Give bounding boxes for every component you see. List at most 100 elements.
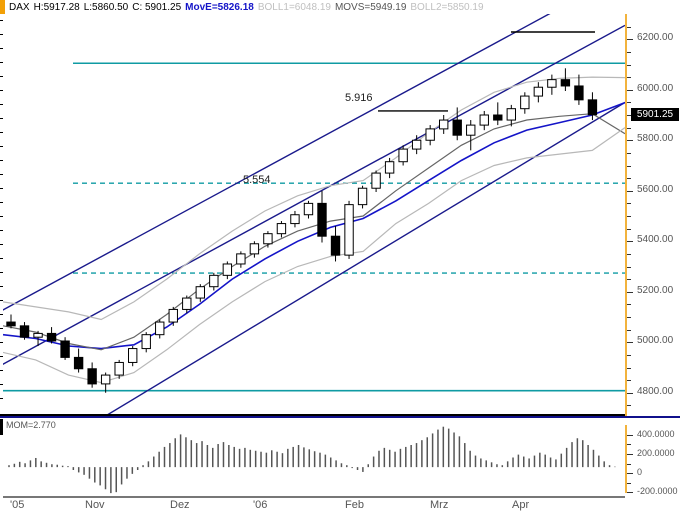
- indicator-line-boll1: [3, 76, 625, 321]
- price-axis-tick: [627, 165, 631, 167]
- price-left-tick: [0, 188, 3, 189]
- price-axis-frame: [625, 14, 627, 418]
- momentum-axis-tick: [627, 482, 631, 484]
- price-axis-label: 6200.00: [637, 32, 674, 44]
- candle-body: [141, 334, 151, 350]
- candle-body: [6, 321, 16, 327]
- price-left-tick: [0, 314, 3, 315]
- candle-body: [330, 235, 341, 256]
- momentum-axis-tick: [627, 434, 631, 436]
- price-axis-tick: [627, 102, 631, 104]
- price-pane: 5.916 5.554 6200.00 6000.00 5800.00 5600.00 5…: [0, 14, 680, 418]
- pane-left-gutter: [0, 419, 3, 496]
- price-pane-bottom-frame: [0, 416, 680, 418]
- candle-body: [520, 95, 530, 110]
- price-left-tick: [0, 48, 3, 49]
- price-left-tick: [0, 62, 3, 63]
- price-annotation: 5.554: [243, 174, 271, 186]
- momentum-accent-bar: [0, 419, 3, 435]
- low-label: L:5860.50: [83, 1, 129, 13]
- high-label: H:5917.28: [33, 1, 80, 13]
- price-left-tick: [0, 132, 3, 133]
- price-axis-tick: [627, 190, 633, 192]
- price-left-tick: [0, 216, 3, 217]
- momentum-axis-label: -200.0000: [637, 486, 678, 497]
- candle-body: [290, 214, 300, 225]
- candle-body: [128, 348, 138, 363]
- price-axis-tick: [627, 228, 631, 230]
- candle-body: [236, 253, 246, 265]
- candle-body: [466, 124, 476, 136]
- trend-channel-line: [3, 14, 551, 311]
- candle-body: [398, 148, 408, 163]
- candle-body: [357, 187, 368, 206]
- candle-body: [344, 204, 354, 256]
- time-axis-label: Nov: [85, 499, 105, 511]
- price-axis-tick: [627, 64, 631, 66]
- price-left-tick: [0, 20, 3, 21]
- quote-header: DAX H:5917.28 L:5860.50 C: 5901.25 MovE=…: [0, 0, 680, 14]
- price-axis-tick: [627, 405, 631, 407]
- candle-body: [479, 114, 489, 126]
- price-axis-label: 5200.00: [637, 284, 674, 296]
- price-axis-label: 5800.00: [637, 133, 674, 145]
- candle-body: [155, 321, 165, 336]
- candle-body: [384, 161, 395, 174]
- price-axis-tick: [627, 140, 633, 142]
- momentum-axis-tick: [627, 473, 631, 475]
- candle-body: [182, 297, 192, 310]
- price-left-tick: [0, 104, 3, 105]
- indicator-line-move: [3, 113, 625, 351]
- price-axis-tick: [627, 39, 633, 41]
- candle-body: [19, 325, 30, 338]
- candle-body: [46, 332, 57, 342]
- candle-body: [587, 99, 598, 116]
- indicator-line-boll2: [3, 127, 625, 384]
- header-accent-bar: [0, 0, 5, 14]
- candle-body: [547, 79, 557, 88]
- momentum-plot-area[interactable]: [3, 419, 625, 496]
- candle-body: [452, 119, 462, 136]
- price-axis[interactable]: 6200.00 6000.00 5800.00 5600.00 5400.00 5200.…: [625, 14, 680, 418]
- price-left-tick: [0, 202, 3, 203]
- price-axis-tick: [627, 127, 631, 129]
- momentum-axis-label: 200.0000: [637, 447, 675, 458]
- candle-body: [87, 368, 97, 385]
- price-left-tick: [0, 300, 3, 301]
- price-axis-tick: [627, 291, 633, 293]
- candle-body: [574, 85, 584, 101]
- price-axis-tick: [627, 317, 631, 318]
- price-left-tick: [0, 76, 3, 77]
- momentum-axis-label: 0: [637, 467, 643, 478]
- price-plot-area[interactable]: 5.916 5.554: [3, 14, 625, 418]
- price-left-tick: [0, 174, 3, 175]
- price-axis-tick: [627, 241, 633, 243]
- price-left-tick: [0, 34, 3, 35]
- price-annotation: 5.916: [345, 92, 373, 104]
- price-left-tick: [0, 230, 3, 231]
- price-axis-tick: [627, 178, 631, 180]
- candle-body: [506, 108, 516, 121]
- candle-body: [263, 233, 273, 245]
- time-axis-rule: [3, 496, 625, 498]
- price-axis-label: 5000.00: [637, 335, 674, 347]
- movs-label: MOVS=5949.19: [334, 1, 407, 13]
- price-left-tick: [0, 118, 3, 119]
- price-axis-label: 5600.00: [637, 183, 674, 195]
- price-axis-tick: [627, 304, 631, 306]
- candle-body: [168, 308, 178, 323]
- price-left-tick: [0, 286, 3, 287]
- price-left-tick: [0, 398, 3, 399]
- price-left-tick: [0, 272, 3, 273]
- price-axis-tick: [627, 77, 631, 79]
- time-axis: '05 Nov Dez '06 Feb Mrz Apr: [0, 496, 680, 516]
- price-axis-label: 5400.00: [637, 234, 674, 246]
- price-axis-tick: [627, 342, 633, 344]
- candle-body: [533, 86, 544, 97]
- candle-body: [114, 361, 124, 376]
- momentum-axis[interactable]: 400.0000 200.0000 0 -200.0000: [625, 425, 680, 497]
- price-axis-tick: [627, 329, 631, 331]
- momentum-axis-tick: [627, 453, 631, 455]
- time-axis-label: '05: [10, 499, 25, 511]
- price-left-tick: [0, 328, 3, 329]
